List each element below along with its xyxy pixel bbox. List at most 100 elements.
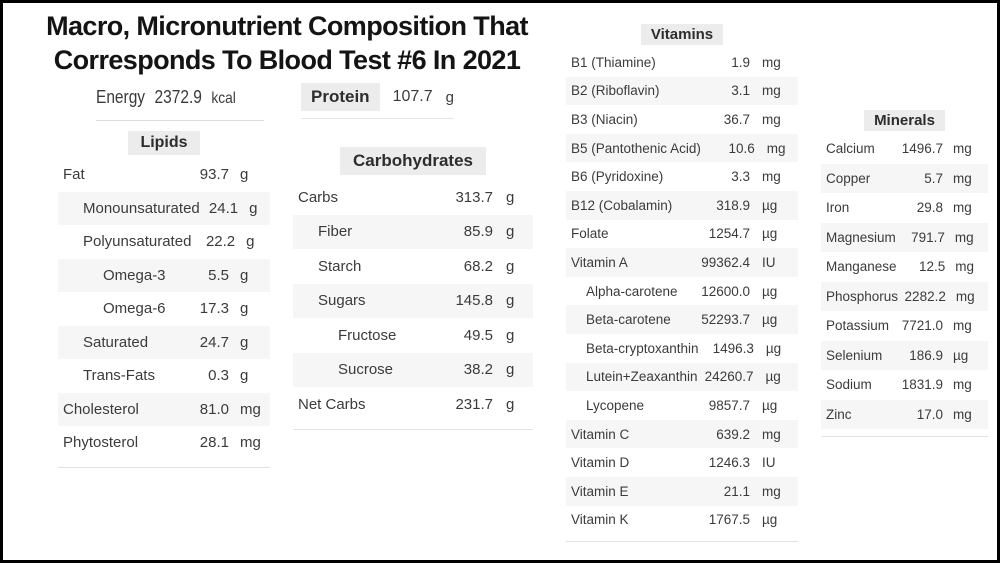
row-unit: g <box>240 166 249 184</box>
row-label: Omega-6 <box>103 300 166 318</box>
row-value: 49.5 <box>463 326 493 344</box>
row-value: 38.2 <box>463 361 493 379</box>
row-unit: IU <box>762 455 776 471</box>
row-label: Lutein+Zeaxanthin <box>586 369 698 385</box>
row-label: Sucrose <box>338 361 394 379</box>
row-value: 12.5 <box>918 259 946 275</box>
row-unit: mg <box>762 54 781 70</box>
lipids-rows: Fat 93.7 g Monounsaturated 24.1 g Polyunsatura… <box>58 158 270 468</box>
table-row: B12 (Cobalamin) 318.9 µg <box>566 190 798 220</box>
row-value: 1496.3 <box>712 340 754 356</box>
row-value: 639.2 <box>716 426 750 442</box>
row-value: 1.9 <box>731 54 750 70</box>
row-label: Vitamin C <box>571 426 630 442</box>
minerals-rows: Calcium 1496.7 mg Copper 5.7 mg Iron 29.8 mg Magn… <box>821 134 988 437</box>
row-unit: g <box>506 292 515 310</box>
row-value: 9857.7 <box>708 397 750 413</box>
protein-value: 107.7 <box>392 88 433 105</box>
row-value: 1254.7 <box>708 226 750 242</box>
table-row: Carbs 313.7 g <box>293 180 533 215</box>
table-row: Zinc 17.0 mg <box>821 399 988 429</box>
row-unit: g <box>240 300 249 318</box>
row-unit: mg <box>762 483 781 499</box>
lipids-table: Lipids Fat 93.7 g Monounsaturated 24.1 g Polyu… <box>58 131 270 468</box>
row-value: 99362.4 <box>701 254 750 270</box>
table-row: Lutein+Zeaxanthin 24260.7 µg <box>566 362 798 392</box>
row-label: Magnesium <box>826 229 896 245</box>
table-row: Alpha-carotene 12600.0 µg <box>566 277 798 306</box>
row-value: 2282.2 <box>904 288 946 304</box>
row-label: B12 (Cobalamin) <box>571 197 673 213</box>
row-unit: µg <box>762 197 778 213</box>
row-value: 10.6 <box>728 140 755 156</box>
table-row: Phytosterol 28.1 mg <box>58 426 270 460</box>
row-label: Vitamin D <box>571 455 630 471</box>
table-row: Vitamin C 639.2 mg <box>566 419 798 449</box>
table-row: Vitamin K 1767.5 µg <box>566 506 798 535</box>
row-unit: µg <box>762 312 778 328</box>
row-unit: mg <box>953 318 972 334</box>
row-label: Starch <box>318 257 362 275</box>
row-value: 28.1 <box>199 434 229 452</box>
table-row: Sodium 1831.9 mg <box>821 370 988 400</box>
row-label: Carbs <box>298 188 339 206</box>
row-unit: g <box>506 257 515 275</box>
row-unit: mg <box>766 140 786 156</box>
row-value: 0.3 <box>208 367 229 385</box>
row-unit: mg <box>762 169 781 185</box>
row-value: 81.0 <box>199 400 229 418</box>
row-value: 791.7 <box>911 229 945 245</box>
row-label: Sugars <box>318 292 366 310</box>
row-unit: g <box>246 233 255 251</box>
table-row: Vitamin E 21.1 mg <box>566 476 798 506</box>
energy-label: Energy <box>96 87 146 107</box>
table-row: B2 (Riboflavin) 3.1 mg <box>566 76 798 106</box>
row-label: Sodium <box>826 377 872 393</box>
table-row: B6 (Pyridoxine) 3.3 mg <box>566 162 798 191</box>
row-value: 17.0 <box>916 406 943 422</box>
vitamins-header: Vitamins <box>640 24 724 45</box>
row-label: Lycopene <box>586 397 645 413</box>
row-unit: mg <box>240 400 261 418</box>
energy-unit: kcal <box>211 90 236 107</box>
table-row: Phosphorus 2282.2 mg <box>821 281 988 311</box>
row-unit: µg <box>762 397 778 413</box>
row-label: Monounsaturated <box>83 199 200 217</box>
row-unit: mg <box>954 229 974 245</box>
row-label: Trans-Fats <box>83 367 155 385</box>
row-label: Omega-3 <box>103 266 166 284</box>
row-value: 85.9 <box>463 223 493 241</box>
table-row: Cholesterol 81.0 mg <box>58 392 270 426</box>
row-unit: mg <box>762 426 781 442</box>
row-unit: µg <box>762 226 778 242</box>
row-unit: mg <box>953 200 972 216</box>
table-row: Sucrose 38.2 g <box>293 352 533 387</box>
row-value: 1496.7 <box>901 141 943 157</box>
row-label: Phosphorus <box>826 288 899 304</box>
row-value: 3.1 <box>731 83 750 99</box>
carbohydrates-header: Carbohydrates <box>340 147 486 175</box>
lipids-header: Lipids <box>128 131 200 155</box>
row-label: Fiber <box>318 223 353 241</box>
table-row: Sugars 145.8 g <box>293 283 533 318</box>
row-value: 24.1 <box>208 199 239 217</box>
table-row: Net Carbs 231.7 g <box>293 387 533 422</box>
row-value: 21.1 <box>723 483 750 499</box>
row-value: 231.7 <box>455 395 493 413</box>
carbohydrates-table: Carbohydrates Carbs 313.7 g Fiber 85.9 g Starc… <box>293 147 533 430</box>
row-unit: IU <box>762 254 776 270</box>
row-unit: g <box>240 333 249 351</box>
row-unit: µg <box>765 340 782 356</box>
row-unit: g <box>249 199 258 217</box>
protein-label: Protein <box>301 83 380 111</box>
row-unit: mg <box>955 259 974 275</box>
row-label: Alpha-carotene <box>586 283 678 299</box>
row-unit: mg <box>240 434 261 452</box>
table-row: Vitamin D 1246.3 IU <box>566 448 798 477</box>
table-row: Fiber 85.9 g <box>293 214 533 249</box>
row-label: Selenium <box>826 347 883 363</box>
table-row: Saturated 24.7 g <box>58 325 270 359</box>
row-value: 24260.7 <box>704 369 754 385</box>
table-row: Trans-Fats 0.3 g <box>58 359 270 393</box>
